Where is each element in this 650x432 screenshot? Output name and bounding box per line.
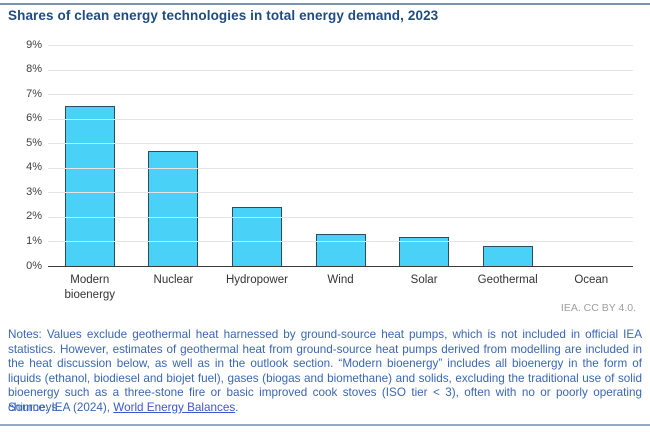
y-tick-label: 2% <box>26 210 42 223</box>
bar-slot <box>382 45 466 266</box>
x-category-label: Ocean <box>574 274 609 286</box>
x-category-label: Nuclear <box>153 274 194 286</box>
source-line: Source: IEA (2024), World Energy Balance… <box>8 401 238 414</box>
x-axis-labels: Modern bioenergy Nuclear Hydropower Wind Sol… <box>48 273 633 302</box>
bar-geothermal <box>482 246 533 266</box>
bar-slot <box>48 45 132 266</box>
plot-area <box>48 45 633 267</box>
bar-slot <box>299 45 383 266</box>
gridline-7% <box>48 94 633 96</box>
license-note: IEA. CC BY 4.0. <box>560 302 636 314</box>
bottom-border-line <box>0 424 650 426</box>
bar-slot <box>215 45 299 266</box>
bar-nuclear <box>148 150 199 266</box>
x-category-label: Wind <box>327 274 354 286</box>
top-border-line <box>0 3 650 5</box>
bars-row <box>48 45 633 266</box>
x-category-label: Solar <box>410 274 438 286</box>
source-prefix: Source: IEA (2024), <box>8 401 114 414</box>
gridline-6% <box>48 118 633 120</box>
gridline-8% <box>48 69 633 71</box>
gridline-9% <box>48 45 633 46</box>
y-tick-label: 4% <box>26 161 42 174</box>
bar-wind <box>315 234 366 266</box>
y-tick-label: 7% <box>26 87 42 100</box>
bar-slot <box>466 45 550 266</box>
gridline-5% <box>48 143 633 145</box>
y-tick-label: 6% <box>26 112 42 125</box>
source-suffix: . <box>235 401 239 414</box>
x-category-label: Modern bioenergy <box>64 274 116 301</box>
y-tick-label: 5% <box>26 136 42 149</box>
y-tick-label: 3% <box>26 185 42 198</box>
y-tick-label: 8% <box>26 63 42 76</box>
bar-modern-bioenergy <box>64 106 115 266</box>
y-axis-labels: 0% 1% 2% 3% 4% 5% 6% 7% 8% 9% <box>0 39 42 272</box>
y-tick-label: 0% <box>26 259 42 272</box>
x-category-label: Geothermal <box>477 274 538 286</box>
y-tick-label: 9% <box>26 38 42 51</box>
y-tick-label: 1% <box>26 234 42 247</box>
gridline-2% <box>48 216 633 218</box>
gridline-1% <box>48 241 633 243</box>
bar-slot <box>549 45 633 266</box>
source-link[interactable]: World Energy Balances <box>113 401 236 414</box>
gridline-3% <box>48 192 633 194</box>
x-category-label: Hydropower <box>225 274 288 286</box>
gridline-4% <box>48 167 633 169</box>
bar-slot <box>132 45 216 266</box>
notes-text: Notes: Values exclude geothermal heat ha… <box>8 328 642 414</box>
chart-title: Shares of clean energy technologies in t… <box>8 8 439 23</box>
